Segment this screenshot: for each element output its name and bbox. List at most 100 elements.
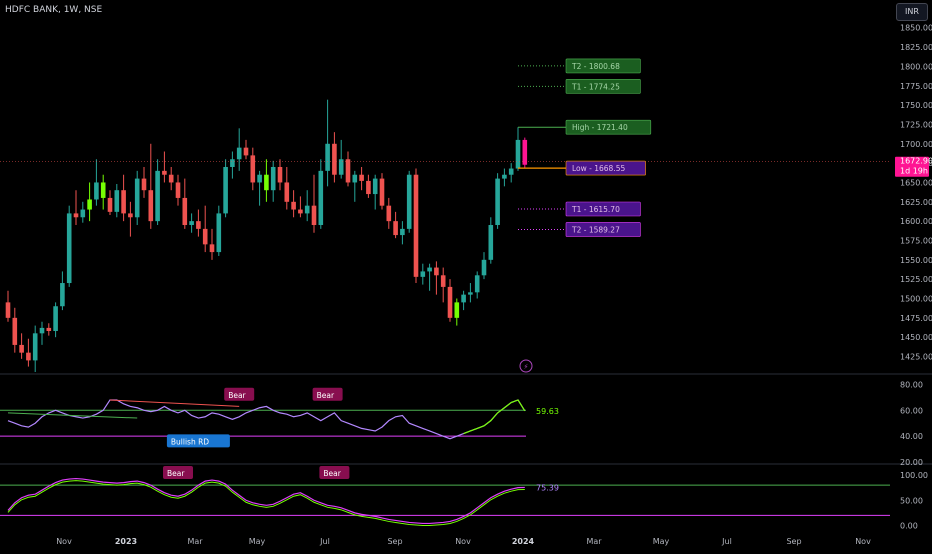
candle-body — [189, 221, 194, 226]
candle-body — [440, 275, 446, 287]
candle-body — [352, 174, 358, 183]
price-axis-label: 1700.00 — [900, 140, 932, 149]
candle-body — [202, 228, 208, 245]
candle-body — [250, 155, 256, 183]
candle-body — [60, 283, 65, 307]
stoch-value-label: 75.39 — [536, 483, 559, 492]
candle-body — [359, 174, 364, 181]
candle-body — [284, 182, 290, 202]
candle-body — [148, 190, 154, 222]
price-axis-label: 1825.00 — [900, 43, 932, 52]
candle-body — [257, 174, 262, 183]
candle-body — [277, 166, 283, 183]
signal-label: Bear — [323, 469, 341, 478]
last-price-badge — [895, 156, 929, 177]
price-axis-label: 1750.00 — [900, 101, 932, 110]
price-axis-label: 1800.00 — [900, 62, 932, 71]
rsi-axis-label: 60.00 — [900, 406, 923, 415]
candle-body — [413, 174, 419, 277]
rsi-axis-label: 20.00 — [900, 458, 923, 467]
signal-badge — [166, 434, 230, 448]
candle-body — [270, 166, 276, 191]
time-axis-label: 2023 — [115, 537, 137, 546]
candle-body — [304, 205, 310, 214]
candle-body — [12, 317, 18, 345]
candle-body — [19, 344, 24, 353]
price-axis-label: 1725.00 — [900, 120, 932, 129]
currency-button[interactable]: INR — [896, 3, 928, 21]
candle-body — [522, 139, 528, 165]
level-tag — [565, 222, 641, 237]
last-price-label: 1672.90 — [900, 157, 932, 166]
rsi-value-label: 59.63 — [536, 407, 559, 416]
price-axis-label: 1475.00 — [900, 314, 932, 323]
level-tag — [565, 160, 646, 176]
candle-body — [447, 286, 453, 318]
candle-body — [298, 209, 303, 214]
time-axis-label: May — [653, 537, 670, 546]
candle-body — [121, 190, 126, 214]
candle-body — [366, 180, 371, 195]
level-label: Low - 1668.55 — [572, 164, 625, 173]
candle-body — [73, 213, 79, 218]
time-axis-label: Mar — [586, 537, 602, 546]
price-axis-label: 1775.00 — [900, 82, 932, 91]
price-axis-label: 1625.00 — [900, 198, 932, 207]
signal-label: Bear — [317, 391, 335, 400]
time-axis-label: Jul — [721, 537, 732, 546]
candle-body — [80, 209, 86, 218]
candle-body — [114, 190, 120, 212]
time-axis-label: Sep — [786, 537, 801, 546]
rsi-axis-label: 40.00 — [900, 432, 923, 441]
level-label: High - 1721.40 — [572, 123, 628, 132]
signal-badge — [312, 387, 343, 401]
rsi-line — [7, 399, 526, 440]
stoch-axis-label: 100.00 — [900, 471, 928, 480]
countdown-label: 1d 19h — [900, 167, 928, 176]
candle-body — [236, 147, 242, 160]
candle-body — [474, 275, 480, 293]
candle-body — [134, 178, 140, 218]
level-tag — [565, 201, 641, 217]
level-label: T1 - 1615.70 — [571, 205, 620, 214]
candle-body — [515, 139, 521, 169]
time-axis-label: Jul — [319, 537, 330, 546]
candle-body — [406, 174, 412, 229]
candle-body — [100, 182, 106, 198]
chart-title: HDFC BANK, 1W, NSE — [5, 5, 103, 15]
price-axis-label: 1525.00 — [900, 275, 932, 284]
candle-body — [182, 197, 188, 226]
stoch-line — [7, 477, 525, 525]
price-axis-label: 1850.00 — [900, 24, 932, 33]
candle-body — [155, 170, 160, 222]
candle-body — [32, 333, 38, 361]
candle-body — [427, 267, 432, 272]
price-axis-label: 1600.00 — [900, 217, 932, 226]
time-axis-label: Mar — [187, 537, 203, 546]
candle-body — [128, 213, 133, 218]
candle-body — [454, 302, 460, 318]
candle-body — [46, 327, 52, 331]
signal-badge — [224, 387, 255, 401]
price-axis-label: 1500.00 — [900, 295, 932, 304]
price-axis-label: 1425.00 — [900, 353, 932, 362]
candle-body — [5, 302, 11, 318]
candle-body — [508, 168, 514, 175]
time-axis-label: Sep — [387, 537, 402, 546]
candle-body — [162, 170, 167, 175]
candle-body — [87, 199, 92, 210]
stoch-axis-label: 50.00 — [900, 496, 923, 505]
signal-label: Bullish RD — [171, 437, 209, 446]
candle-body — [107, 197, 113, 212]
signal-label: Bear — [228, 391, 246, 400]
candle-body — [66, 213, 72, 284]
candle-body — [345, 159, 351, 183]
candle-body — [481, 259, 487, 276]
candle-body — [94, 182, 99, 200]
candle-body — [400, 228, 405, 236]
rsi-line-recent — [463, 399, 526, 435]
candle-body — [338, 159, 344, 175]
level-label: T1 - 1774.25 — [571, 82, 620, 91]
